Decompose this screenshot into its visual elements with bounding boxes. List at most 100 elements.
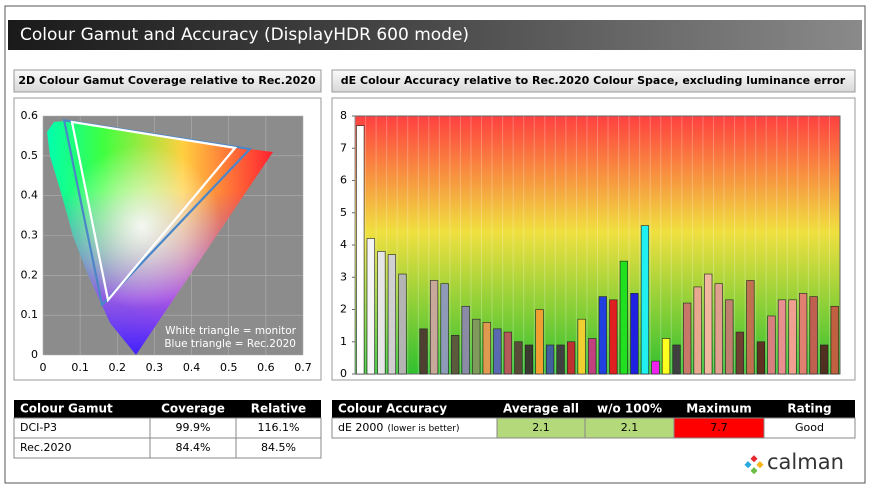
bar <box>630 293 639 375</box>
column-header: Maximum <box>686 402 751 416</box>
y-tick-label: 6 <box>340 174 347 187</box>
bar <box>809 296 818 375</box>
chart-title: 2D Colour Gamut Coverage relative to Rec… <box>18 74 316 87</box>
cell-text: 84.4% <box>176 441 211 454</box>
bar <box>619 260 628 375</box>
y-tick-label: 3 <box>340 270 347 283</box>
table-cell <box>235 437 322 459</box>
bar <box>661 338 671 375</box>
logo-dot <box>750 455 758 463</box>
y-tick-label: 0.6 <box>21 109 39 122</box>
cell-text: 2.1 <box>532 421 550 434</box>
bar <box>451 334 460 375</box>
bar <box>588 338 597 375</box>
bar <box>366 238 375 375</box>
y-tick-label: 0 <box>340 367 347 380</box>
bar <box>503 331 512 375</box>
bar <box>398 273 407 375</box>
cell-text: Good <box>795 421 824 434</box>
y-tick-label: 1 <box>340 335 347 348</box>
bar <box>493 328 502 375</box>
bar <box>777 299 787 375</box>
cell-text: 7.7 <box>710 421 728 434</box>
bar <box>799 293 808 375</box>
bar <box>514 341 523 375</box>
bar <box>377 251 386 375</box>
y-tick-label: 8 <box>340 109 347 122</box>
table-header <box>332 400 855 418</box>
row-label-main: dE 2000 <box>338 421 383 434</box>
x-tick-label: 0.5 <box>220 361 238 374</box>
y-tick-label: 5 <box>340 206 347 219</box>
bar <box>461 305 470 375</box>
bar <box>387 254 396 375</box>
cell-text: 2.1 <box>621 421 639 434</box>
bar <box>440 283 449 375</box>
bar <box>746 280 755 375</box>
cell-text: 116.1% <box>258 421 300 434</box>
logo-dot <box>750 467 758 475</box>
bar <box>556 344 565 375</box>
bar <box>524 344 534 375</box>
bar <box>672 344 681 375</box>
y-tick-label: 7 <box>340 141 347 154</box>
column-header: Rating <box>787 402 831 416</box>
table-header <box>14 400 321 418</box>
y-tick-label: 4 <box>340 238 347 251</box>
bar <box>640 225 650 375</box>
bar <box>472 318 481 375</box>
bar <box>693 286 702 375</box>
y-tick-label: 0.3 <box>21 229 39 242</box>
cell-text: Rec.2020 <box>20 441 71 454</box>
bar <box>535 309 544 375</box>
y-tick-label: 0.2 <box>21 268 39 281</box>
bar <box>735 331 744 375</box>
title-bar <box>8 20 862 50</box>
row-label-note: (lower is better) <box>387 424 459 434</box>
logo-dot <box>744 461 752 469</box>
bar <box>482 322 491 375</box>
cell-text: 99.9% <box>176 421 211 434</box>
x-tick-label: 0.6 <box>257 361 275 374</box>
bar <box>788 299 797 375</box>
cell-text: 84.5% <box>261 441 296 454</box>
column-header: Colour Gamut <box>20 402 113 416</box>
bar <box>609 299 618 375</box>
bar <box>820 344 829 375</box>
bar <box>567 341 576 375</box>
bar <box>756 341 766 375</box>
bar <box>429 280 439 375</box>
y-tick-label: 2 <box>340 303 347 316</box>
column-header: Relative <box>251 402 306 416</box>
bar <box>651 360 660 375</box>
bar <box>830 305 839 375</box>
y-tick-label: 0.4 <box>21 189 39 202</box>
column-header: Colour Accuracy <box>338 402 447 416</box>
chart-title: dE Colour Accuracy relative to Rec.2020 … <box>341 74 846 87</box>
x-tick-label: 0.4 <box>183 361 201 374</box>
bar <box>356 125 365 375</box>
logo-dot <box>756 461 764 469</box>
x-tick-label: 0 <box>40 361 47 374</box>
x-tick-label: 0.7 <box>294 361 312 374</box>
gamut-triangle <box>70 120 238 303</box>
column-header: Coverage <box>161 402 225 416</box>
y-tick-label: 0.5 <box>21 149 39 162</box>
logo-text: calman <box>767 450 844 474</box>
x-tick-label: 0.2 <box>109 361 127 374</box>
annotation: White triangle = monitor <box>165 325 297 337</box>
x-tick-label: 0.3 <box>146 361 164 374</box>
y-tick-label: 0.1 <box>21 308 39 321</box>
panel-header <box>331 69 856 93</box>
bar <box>704 273 713 375</box>
y-tick-label: 0 <box>31 348 38 361</box>
logo: calman <box>744 450 844 475</box>
annotation: Blue triangle = Rec.2020 <box>164 338 296 350</box>
row-label: dE 2000 (lower is better) <box>338 421 460 434</box>
bar <box>725 299 734 375</box>
column-header: w/o 100% <box>597 402 662 416</box>
x-tick-label: 0.1 <box>71 361 89 374</box>
bar <box>598 296 607 375</box>
cell-text: DCI-P3 <box>20 421 57 434</box>
